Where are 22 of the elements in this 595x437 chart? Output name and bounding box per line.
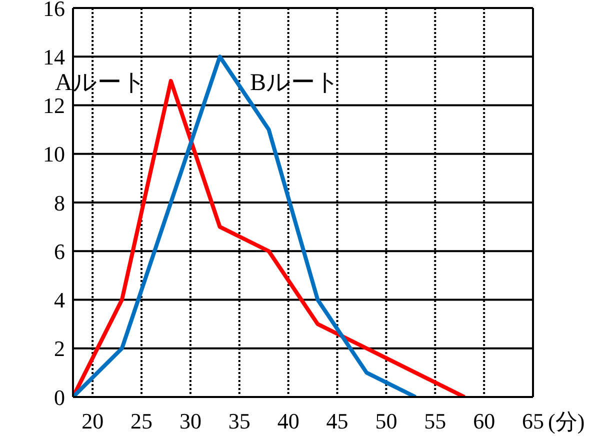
- x-tick-label: 40: [277, 408, 300, 434]
- x-tick-label: 55: [424, 408, 446, 434]
- y-tick-label: 14: [43, 44, 65, 70]
- x-tick-label: 35: [228, 408, 250, 434]
- x-tick-label: 45: [326, 408, 348, 434]
- line-series: [73, 54, 418, 397]
- x-tick-label: 25: [130, 408, 153, 434]
- y-tick-label: 10: [43, 142, 65, 167]
- y-tick-label: 4: [54, 288, 65, 313]
- y-tick-label: 8: [54, 190, 65, 216]
- y-tick-label: 12: [43, 93, 65, 118]
- y-tick-label: 16: [43, 0, 65, 21]
- x-tick-label: 50: [375, 408, 398, 434]
- y-tick-label: 6: [54, 238, 65, 264]
- x-tick-label: 20: [82, 408, 104, 434]
- series-label: Bルート: [250, 69, 340, 98]
- x-tick-label: 30: [179, 408, 202, 434]
- y-tick-label: 2: [54, 336, 65, 362]
- x-axis-title: (分): [548, 408, 585, 436]
- x-tick-label: 65: [522, 408, 544, 434]
- x-tick-label: 60: [473, 408, 496, 434]
- y-tick-label: 0: [54, 384, 65, 410]
